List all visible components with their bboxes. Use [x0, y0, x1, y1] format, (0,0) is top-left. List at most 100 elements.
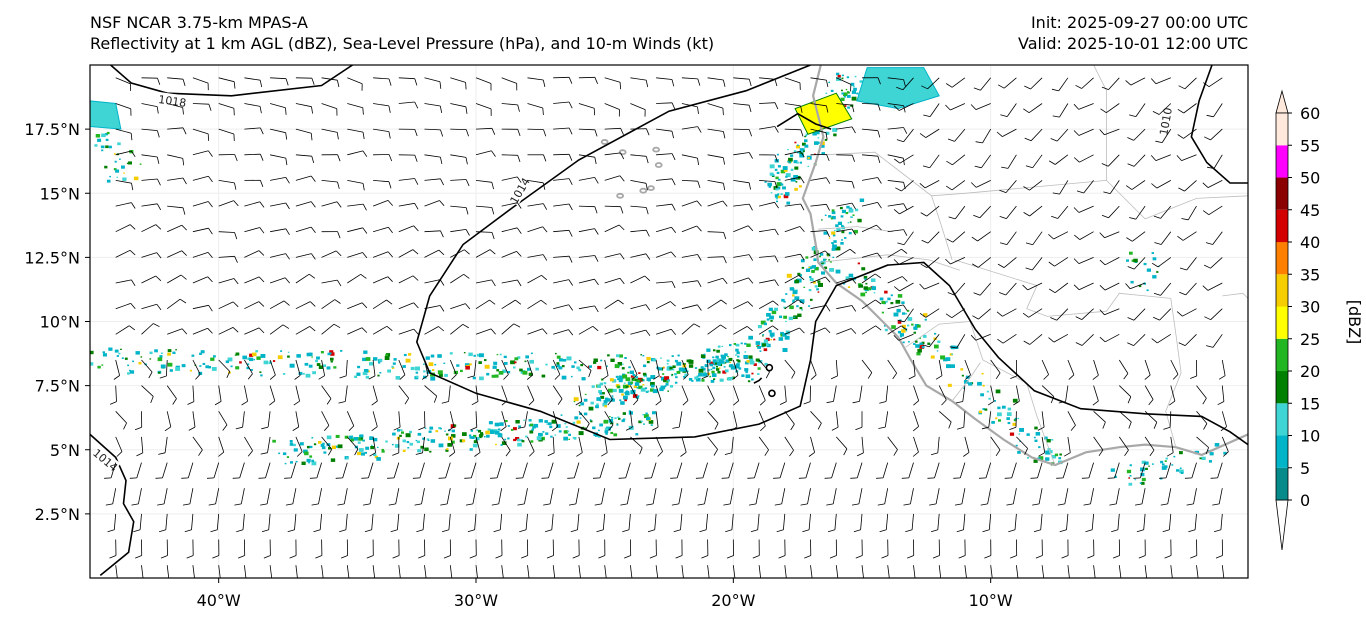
wind-barb	[681, 77, 698, 80]
wind-barb	[321, 436, 333, 450]
wind-barb-flag	[207, 276, 213, 283]
wind-barb	[192, 77, 209, 84]
wind-barb	[604, 224, 620, 233]
wind-barb	[1207, 180, 1223, 188]
wind-barb-flag	[568, 256, 573, 263]
wind-barb	[656, 281, 673, 284]
wind-barb	[578, 385, 583, 402]
wind-barb-flag	[285, 107, 287, 115]
reflectivity-cell	[377, 374, 380, 377]
wind-barb	[861, 273, 876, 284]
wind-barb-flag	[1127, 317, 1135, 321]
reflectivity-cell	[311, 459, 315, 462]
reflectivity-cell	[250, 369, 253, 371]
wind-barb-flag	[371, 400, 378, 406]
wind-barb	[1130, 77, 1146, 86]
reflectivity-cell	[462, 432, 467, 436]
reflectivity-cell	[624, 399, 627, 402]
wind-barb	[578, 411, 590, 424]
reflectivity-cell	[556, 362, 560, 365]
wind-barb	[192, 385, 195, 402]
wind-barb-flag	[310, 201, 316, 208]
reflectivity-cell	[1110, 468, 1115, 472]
wind-barb	[165, 513, 168, 530]
reflectivity-cell	[304, 451, 309, 456]
model-title: NSF NCAR 3.75-km MPAS-A	[90, 13, 308, 32]
wind-barb	[758, 385, 766, 401]
wind-barb	[115, 202, 132, 207]
reflectivity-cell	[930, 355, 935, 359]
wind-barb	[887, 565, 890, 578]
reflectivity-cell	[900, 335, 903, 338]
wind-barb-flag	[1001, 166, 1009, 169]
wind-barb	[1155, 77, 1171, 85]
wind-barb	[138, 488, 142, 504]
reflectivity-cell	[730, 376, 734, 379]
wind-barb-flag	[515, 299, 522, 305]
wind-barb-flag	[1052, 192, 1060, 195]
wind-barb	[630, 253, 647, 258]
reflectivity-cell	[443, 362, 446, 364]
wind-barb-flag	[760, 425, 766, 432]
wind-barb	[707, 200, 723, 207]
wind-barb-flag	[157, 78, 161, 85]
wind-barb	[501, 251, 517, 258]
wind-barb	[115, 103, 131, 110]
wind-barb	[218, 255, 235, 258]
reflectivity-cell	[785, 173, 791, 178]
wind-barb	[1207, 282, 1223, 291]
reflectivity-cell	[387, 369, 391, 373]
wind-barb-flag	[180, 274, 187, 280]
reflectivity-cell	[621, 393, 624, 396]
reflectivity-cell	[247, 363, 250, 366]
wind-barb	[1079, 231, 1094, 240]
wind-barb	[1108, 205, 1120, 219]
wind-barb-flag	[826, 503, 834, 506]
wind-barb	[1093, 411, 1106, 423]
wind-barb-flag	[703, 581, 709, 584]
reflectivity-cell	[393, 358, 397, 361]
wind-barb-flag	[516, 227, 522, 234]
reflectivity-cell	[852, 214, 855, 216]
reflectivity-cell	[600, 378, 604, 381]
reflectivity-cell	[785, 320, 787, 323]
reflectivity-cell	[394, 444, 400, 448]
wind-barb-flag	[568, 230, 573, 237]
wind-barb	[681, 385, 689, 401]
wind-barb-flag	[153, 323, 160, 328]
reflectivity-cell	[311, 461, 317, 466]
wind-barb	[731, 436, 734, 453]
reflectivity-cell	[896, 308, 901, 313]
wind-barb-flag	[774, 126, 779, 133]
wind-barb	[733, 254, 750, 258]
reflectivity-cell	[911, 323, 914, 326]
wind-barb-flag	[877, 77, 881, 85]
reflectivity-cell	[445, 449, 449, 452]
reflectivity-cell	[706, 348, 711, 352]
wind-barb	[192, 175, 209, 181]
wind-barb	[604, 103, 620, 110]
wind-barb-flag	[1202, 285, 1209, 291]
wind-barb-flag	[1023, 340, 1030, 345]
wind-barb	[954, 282, 966, 296]
wind-barb	[475, 205, 492, 208]
reflectivity-cell	[786, 201, 791, 205]
wind-barb-flag	[526, 374, 533, 380]
wind-barb	[810, 77, 827, 81]
wind-barb	[398, 385, 410, 399]
reflectivity-cell	[733, 343, 737, 345]
wind-barb-flag	[851, 277, 857, 284]
reflectivity-cell	[554, 434, 557, 436]
reflectivity-cell	[109, 175, 111, 178]
reflectivity-cell	[773, 338, 776, 341]
wind-barb-flag	[697, 304, 702, 311]
reflectivity-cell	[823, 231, 828, 235]
wind-barb-flag	[903, 203, 908, 211]
reflectivity-cell	[610, 358, 615, 362]
wind-barb	[552, 565, 556, 578]
wind-barb	[244, 565, 247, 578]
reflectivity-cell	[814, 130, 820, 135]
wind-barb	[1133, 257, 1146, 270]
wind-barb	[1029, 180, 1043, 191]
reflectivity-cell	[858, 284, 863, 288]
